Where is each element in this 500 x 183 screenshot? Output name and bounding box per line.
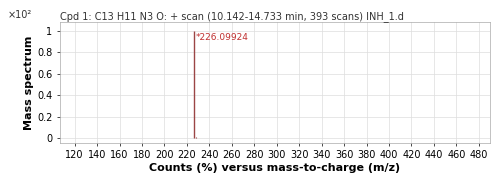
Y-axis label: Mass spectrum: Mass spectrum xyxy=(24,35,34,130)
Text: Cpd 1: C13 H11 N3 O: + scan (10.142-14.733 min, 393 scans) INH_1.d: Cpd 1: C13 H11 N3 O: + scan (10.142-14.7… xyxy=(60,11,404,22)
Text: *226.09924: *226.09924 xyxy=(196,33,248,42)
X-axis label: Counts (%) versus mass-to-charge (m/z): Counts (%) versus mass-to-charge (m/z) xyxy=(150,163,400,173)
Text: ×10²: ×10² xyxy=(8,10,32,20)
